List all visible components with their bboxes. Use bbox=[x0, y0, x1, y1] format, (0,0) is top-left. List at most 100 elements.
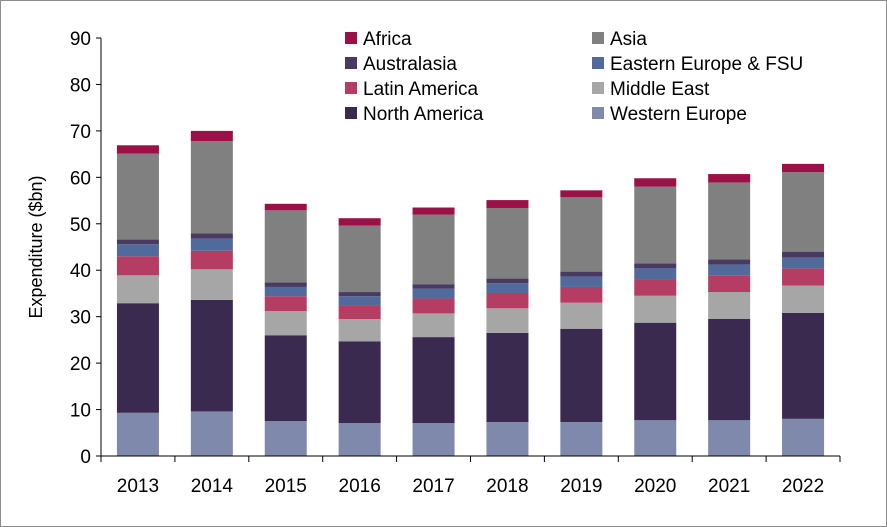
series-western-europe bbox=[116, 411, 825, 456]
bar-segment bbox=[338, 225, 381, 293]
bar-segment bbox=[264, 286, 307, 297]
bar-segment bbox=[560, 190, 603, 198]
bar-segment bbox=[412, 207, 455, 215]
legend: Africa Asia Australasia Eastern Europe & FS… bbox=[345, 29, 803, 125]
bar-segment bbox=[708, 264, 751, 276]
legend-label: Middle East bbox=[610, 79, 710, 100]
bar-segment bbox=[634, 178, 677, 187]
bar-segment bbox=[412, 423, 455, 456]
bar-segment bbox=[264, 210, 307, 283]
bar-segment bbox=[264, 311, 307, 336]
bar-segment bbox=[486, 422, 529, 456]
bar-segment bbox=[412, 284, 455, 289]
bar-segment bbox=[634, 295, 677, 323]
y-tick-label: 30 bbox=[70, 308, 91, 329]
legend-swatch bbox=[592, 57, 604, 69]
y-tick-label: 60 bbox=[70, 168, 91, 189]
y-tick-label: 0 bbox=[80, 447, 91, 468]
bar-segment bbox=[116, 256, 159, 276]
bar-segment bbox=[116, 412, 159, 456]
legend-label: Eastern Europe & FSU bbox=[610, 54, 803, 75]
y-tick-label: 70 bbox=[70, 122, 91, 143]
x-tick-label: 2018 bbox=[486, 476, 528, 497]
bar-segment bbox=[708, 318, 751, 421]
legend-label: Asia bbox=[610, 29, 647, 50]
bar-segment bbox=[412, 214, 455, 285]
bar-segment bbox=[560, 328, 603, 423]
x-tick-label: 2016 bbox=[339, 476, 381, 497]
bar-segment bbox=[486, 308, 529, 333]
legend-item: Western Europe bbox=[592, 104, 747, 125]
bar-segment bbox=[264, 282, 307, 287]
legend-label: Australasia bbox=[363, 54, 457, 75]
legend-swatch bbox=[345, 57, 357, 69]
x-tick-label: 2014 bbox=[191, 476, 234, 497]
bar-segment bbox=[634, 186, 677, 264]
bar-segment bbox=[264, 335, 307, 422]
y-tick-label: 50 bbox=[70, 215, 91, 236]
bar-segment bbox=[486, 332, 529, 423]
series-africa bbox=[116, 130, 825, 226]
bar-segment bbox=[338, 292, 381, 297]
bar-segment bbox=[782, 257, 825, 269]
legend-label: Western Europe bbox=[610, 104, 747, 125]
legend-swatch bbox=[345, 107, 357, 119]
bar-segment bbox=[560, 302, 603, 329]
bar-segment bbox=[338, 423, 381, 456]
bar-segment bbox=[116, 239, 159, 245]
bar-segment bbox=[190, 269, 233, 300]
bar-segment bbox=[412, 337, 455, 424]
bar-segment bbox=[634, 279, 677, 296]
legend-swatch bbox=[592, 32, 604, 44]
series-middle-east bbox=[116, 269, 825, 342]
bar-segment bbox=[560, 276, 603, 287]
bar-segment bbox=[116, 145, 159, 154]
bar-segment bbox=[634, 420, 677, 456]
bar-segment bbox=[190, 250, 233, 270]
bar-segment bbox=[190, 233, 233, 239]
bar-segment bbox=[708, 275, 751, 293]
legend-item: North America bbox=[345, 104, 484, 125]
bar-segment bbox=[782, 251, 825, 258]
series-asia bbox=[116, 141, 825, 293]
y-axis-title: Expenditure ($bn) bbox=[26, 175, 46, 318]
bar-segment bbox=[412, 288, 455, 299]
x-tick-label: 2013 bbox=[117, 476, 159, 497]
bar-segment bbox=[190, 411, 233, 456]
bar-segment bbox=[560, 197, 603, 272]
bar-segment bbox=[264, 296, 307, 312]
y-tick-label: 90 bbox=[70, 29, 91, 50]
x-tick-label: 2019 bbox=[560, 476, 602, 497]
bar-segment bbox=[116, 303, 159, 413]
bar-segment bbox=[190, 130, 233, 142]
bar-segment bbox=[116, 153, 159, 240]
bar-segment bbox=[412, 313, 455, 338]
bar-segment bbox=[486, 278, 529, 284]
legend-item: Eastern Europe & FSU bbox=[592, 54, 803, 75]
y-tick-label: 40 bbox=[70, 261, 91, 282]
legend-item: Africa bbox=[345, 29, 412, 50]
y-tick-label: 80 bbox=[70, 75, 91, 96]
legend-item: Australasia bbox=[345, 54, 457, 75]
bar-segment bbox=[708, 420, 751, 456]
bar-segment bbox=[190, 299, 233, 412]
legend-label: Africa bbox=[363, 29, 412, 50]
bar-segment bbox=[634, 322, 677, 421]
bar-segment bbox=[190, 238, 233, 251]
bar-segment bbox=[264, 421, 307, 456]
bar-segment bbox=[338, 305, 381, 319]
bar-segment bbox=[708, 292, 751, 319]
series-latin-america bbox=[116, 250, 825, 319]
x-tick-label: 2015 bbox=[265, 476, 307, 497]
series-australasia bbox=[116, 233, 825, 297]
bar-segment bbox=[782, 268, 825, 286]
legend-swatch bbox=[592, 107, 604, 119]
legend-item: Middle East bbox=[592, 79, 710, 100]
plot-area: 0 10 20 30 40 50 60 70 80 90 2013 2014 2015 2016 2017 2… bbox=[70, 29, 841, 497]
series-eastern-europe-fsu bbox=[116, 238, 825, 306]
bar-segment bbox=[264, 203, 307, 211]
y-tick-label: 20 bbox=[70, 354, 91, 375]
bar-segment bbox=[116, 275, 159, 304]
bar-segment bbox=[190, 141, 233, 234]
